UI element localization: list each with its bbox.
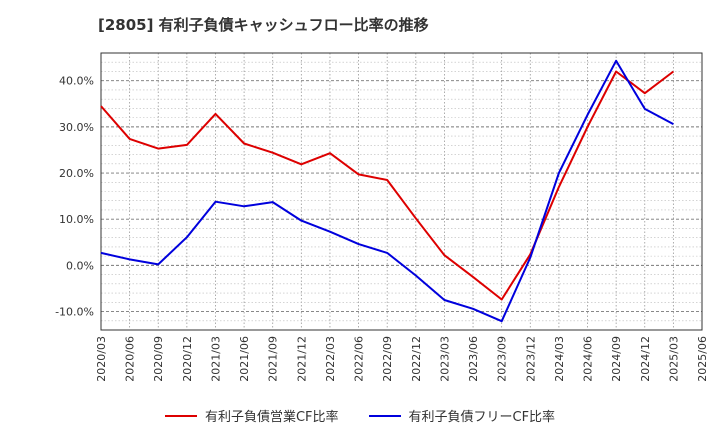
x-tick-label: 2022/12: [410, 336, 423, 382]
legend-item-operating-cf: 有利子負債営業CF比率: [164, 406, 339, 425]
x-tick-label: 2020/09: [152, 336, 165, 382]
y-tick-label: 30.0%: [59, 121, 94, 134]
x-tick-label: 2023/03: [438, 336, 451, 382]
y-tick-label: 40.0%: [59, 75, 94, 88]
x-tick-label: 2022/06: [353, 336, 366, 382]
series-line-free-cf: [100, 59, 674, 323]
x-tick-label: 2021/06: [238, 336, 251, 382]
x-tick-label: 2024/09: [610, 336, 623, 382]
chart-title: [2805] 有利子負債キャッシュフロー比率の推移: [98, 16, 429, 34]
y-tick-label: -10.0%: [55, 306, 94, 319]
x-tick-label: 2023/09: [496, 336, 509, 382]
plot-border: [100, 52, 703, 331]
x-tick-label: 2020/03: [95, 336, 108, 382]
legend-label-operating-cf: 有利子負債営業CF比率: [204, 410, 339, 425]
x-tick-label: 2023/06: [467, 336, 480, 382]
plot-area: [101, 53, 702, 330]
legend-swatch-red: [164, 414, 197, 417]
x-tick-label: 2022/09: [381, 336, 394, 382]
x-tick-label: 2022/03: [324, 336, 337, 382]
x-tick-label: 2024/06: [582, 336, 595, 382]
legend: 有利子負債営業CF比率 有利子負債フリーCF比率: [0, 406, 720, 425]
legend-item-free-cf: 有利子負債フリーCF比率: [368, 406, 556, 425]
x-tick-label: 2024/12: [639, 336, 652, 382]
x-tick-label: 2024/03: [553, 336, 566, 382]
y-tick-label: 20.0%: [59, 167, 94, 180]
y-tick-label: 0.0%: [66, 259, 94, 272]
x-tick-label: 2021/09: [267, 336, 280, 382]
x-tick-label: 2020/12: [181, 336, 194, 382]
y-tick-label: 10.0%: [59, 213, 94, 226]
legend-swatch-blue: [368, 414, 401, 417]
x-tick-label: 2023/12: [524, 336, 537, 382]
legend-label-free-cf: 有利子負債フリーCF比率: [408, 410, 556, 425]
series-line-operating-cf: [100, 70, 675, 301]
x-tick-label: 2020/06: [124, 336, 137, 382]
x-tick-label: 2025/03: [667, 336, 680, 382]
x-tick-label: 2021/12: [295, 336, 308, 382]
x-tick-label: 2025/06: [696, 336, 709, 382]
x-tick-label: 2021/03: [209, 336, 222, 382]
